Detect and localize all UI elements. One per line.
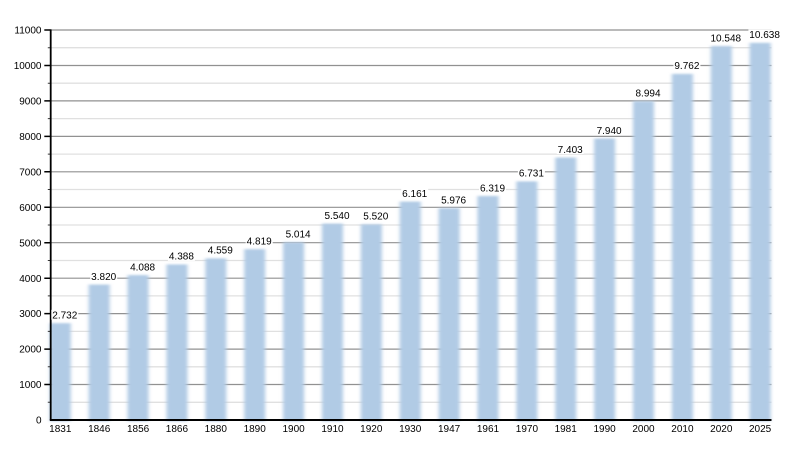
svg-text:1961: 1961	[477, 424, 500, 435]
svg-text:3000: 3000	[19, 309, 42, 320]
svg-text:6.319: 6.319	[480, 183, 505, 194]
svg-text:10.638: 10.638	[749, 30, 780, 41]
svg-text:1866: 1866	[166, 424, 189, 435]
svg-text:4.388: 4.388	[169, 252, 194, 263]
svg-text:3.820: 3.820	[91, 272, 116, 283]
svg-text:8000: 8000	[19, 132, 42, 143]
svg-text:9.762: 9.762	[674, 61, 699, 72]
svg-text:1981: 1981	[555, 424, 578, 435]
svg-text:4.559: 4.559	[208, 246, 233, 257]
svg-text:7.403: 7.403	[558, 145, 583, 156]
svg-text:1846: 1846	[88, 424, 111, 435]
svg-text:1910: 1910	[321, 424, 344, 435]
svg-text:7000: 7000	[19, 167, 42, 178]
svg-text:1990: 1990	[593, 424, 616, 435]
svg-text:6000: 6000	[19, 203, 42, 214]
svg-text:11000: 11000	[14, 26, 42, 37]
svg-text:1970: 1970	[516, 424, 539, 435]
svg-text:5000: 5000	[19, 238, 42, 249]
svg-text:1920: 1920	[360, 424, 383, 435]
svg-text:5.976: 5.976	[441, 195, 466, 206]
svg-text:10000: 10000	[14, 61, 42, 72]
svg-text:1947: 1947	[438, 424, 461, 435]
svg-text:1930: 1930	[399, 424, 422, 435]
svg-text:5.014: 5.014	[286, 230, 311, 241]
svg-text:2.732: 2.732	[52, 310, 77, 321]
svg-text:4.819: 4.819	[247, 236, 272, 247]
svg-text:0: 0	[36, 416, 42, 427]
svg-text:5.520: 5.520	[363, 212, 388, 223]
svg-text:1831: 1831	[49, 424, 72, 435]
svg-text:2000: 2000	[632, 424, 655, 435]
svg-text:1890: 1890	[244, 424, 267, 435]
svg-text:7.940: 7.940	[597, 126, 622, 137]
svg-text:2020: 2020	[710, 424, 733, 435]
svg-text:1856: 1856	[127, 424, 150, 435]
svg-text:2000: 2000	[19, 345, 42, 356]
svg-text:1900: 1900	[282, 424, 305, 435]
svg-text:4000: 4000	[19, 274, 42, 285]
svg-text:1880: 1880	[205, 424, 228, 435]
svg-text:2010: 2010	[671, 424, 694, 435]
svg-text:5.540: 5.540	[324, 211, 349, 222]
svg-text:2025: 2025	[749, 424, 772, 435]
svg-text:8.994: 8.994	[635, 88, 660, 99]
svg-text:6.731: 6.731	[519, 169, 544, 180]
svg-text:9000: 9000	[19, 97, 42, 108]
svg-text:4.088: 4.088	[130, 262, 155, 273]
svg-text:6.161: 6.161	[402, 189, 427, 200]
svg-text:1000: 1000	[19, 380, 42, 391]
svg-text:10.548: 10.548	[711, 33, 742, 44]
